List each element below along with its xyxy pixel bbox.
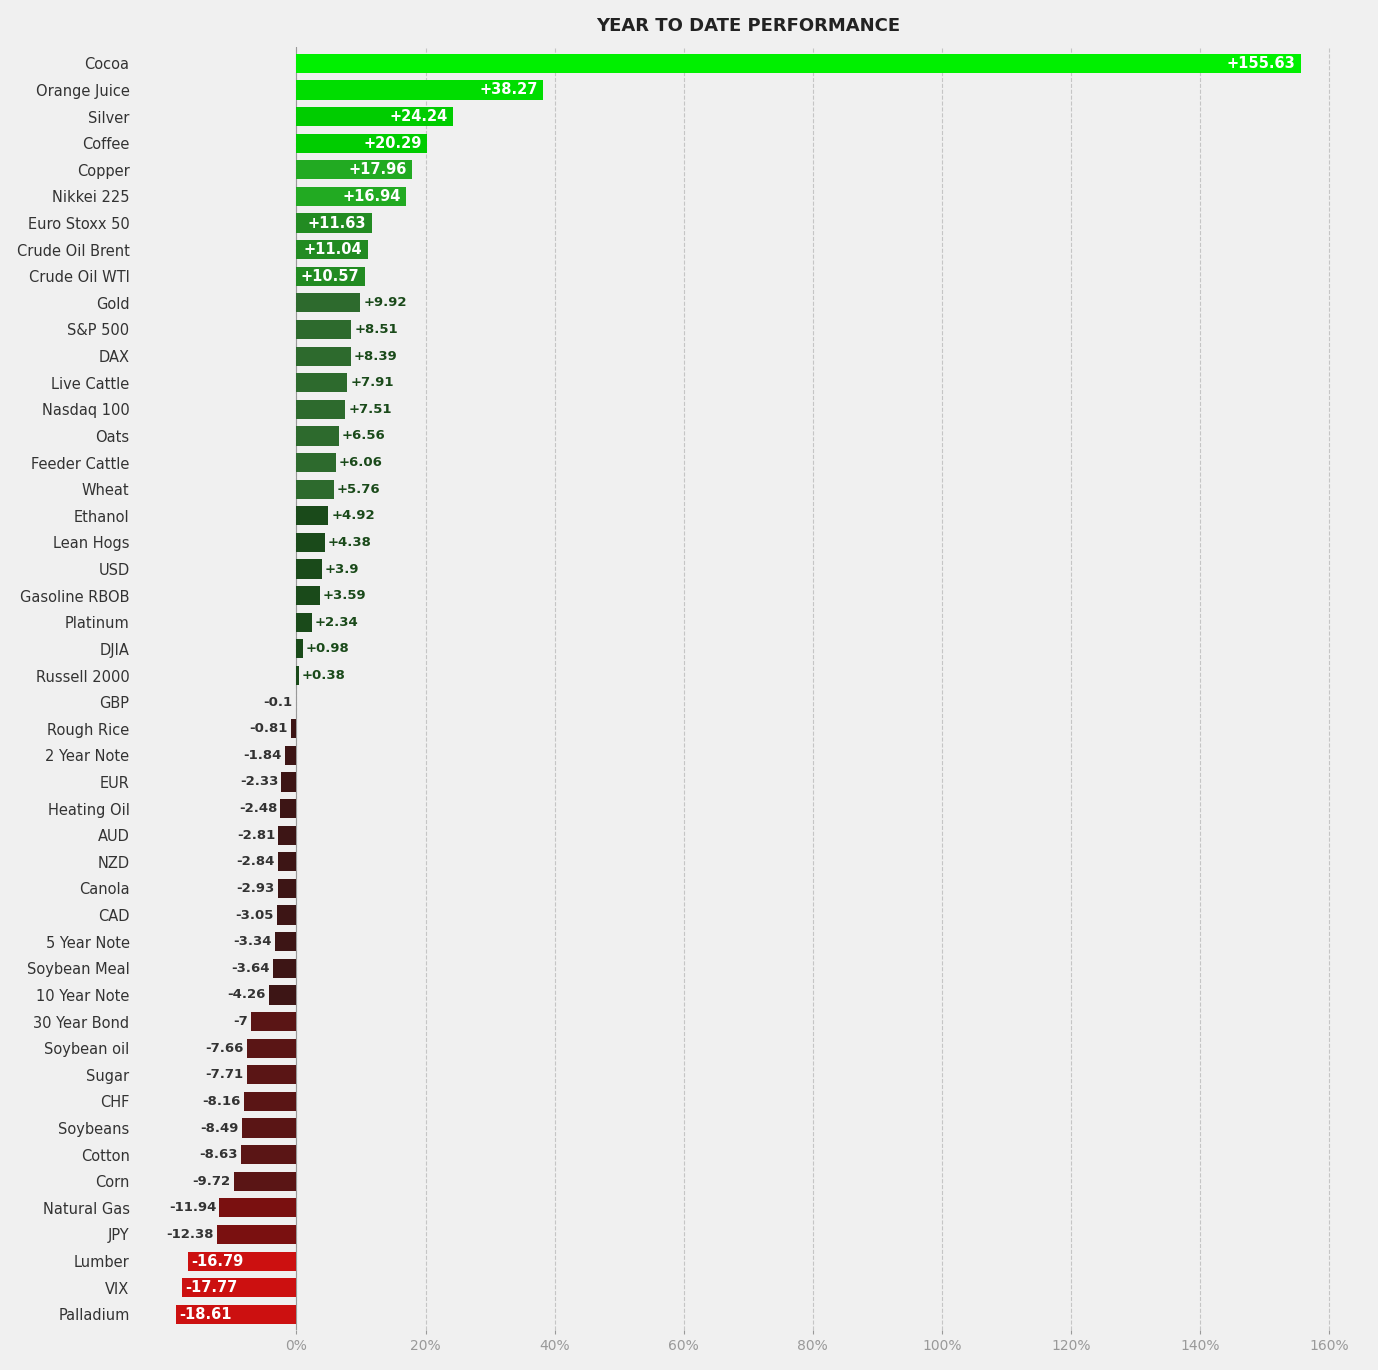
Bar	[244, 1092, 296, 1111]
Bar	[281, 799, 296, 818]
Bar	[296, 666, 299, 685]
Bar	[296, 267, 365, 286]
Bar	[241, 1118, 296, 1137]
Bar	[277, 880, 296, 897]
Text: -4.26: -4.26	[227, 988, 266, 1001]
Bar	[296, 373, 347, 392]
Text: +11.04: +11.04	[305, 242, 362, 258]
Text: +8.51: +8.51	[354, 323, 398, 336]
Text: +155.63: +155.63	[1226, 56, 1295, 71]
Title: YEAR TO DATE PERFORMANCE: YEAR TO DATE PERFORMANCE	[597, 16, 900, 34]
Text: +3.59: +3.59	[322, 589, 367, 603]
Text: -3.64: -3.64	[232, 962, 270, 975]
Text: +6.56: +6.56	[342, 429, 386, 443]
Text: +38.27: +38.27	[480, 82, 539, 97]
Bar	[296, 240, 368, 259]
Text: +2.34: +2.34	[314, 615, 358, 629]
Bar	[281, 773, 296, 792]
Text: -3.34: -3.34	[233, 936, 271, 948]
Text: -17.77: -17.77	[185, 1280, 237, 1295]
Bar	[274, 932, 296, 951]
Text: -8.63: -8.63	[198, 1148, 237, 1162]
Text: +4.92: +4.92	[332, 510, 375, 522]
Bar	[251, 1012, 296, 1032]
Bar	[296, 293, 361, 312]
Bar	[219, 1199, 296, 1218]
Text: +4.38: +4.38	[328, 536, 372, 549]
Text: -1.84: -1.84	[243, 749, 281, 762]
Text: +10.57: +10.57	[300, 269, 360, 284]
Text: -11.94: -11.94	[168, 1201, 216, 1214]
Text: -0.81: -0.81	[249, 722, 288, 736]
Bar	[241, 1145, 296, 1164]
Bar	[296, 507, 328, 525]
Text: -16.79: -16.79	[192, 1254, 244, 1269]
Bar	[278, 826, 296, 845]
Text: +24.24: +24.24	[390, 110, 448, 125]
Text: -18.61: -18.61	[179, 1307, 232, 1322]
Text: +0.38: +0.38	[302, 669, 346, 682]
Bar	[296, 612, 311, 632]
Text: -2.48: -2.48	[238, 801, 277, 815]
Bar	[278, 852, 296, 871]
Text: +11.63: +11.63	[307, 215, 367, 230]
Text: -2.84: -2.84	[237, 855, 274, 869]
Bar	[247, 1066, 296, 1085]
Bar	[296, 347, 350, 366]
Text: -2.93: -2.93	[236, 882, 274, 895]
Bar	[296, 586, 320, 606]
Bar	[277, 906, 296, 925]
Text: -8.49: -8.49	[200, 1122, 238, 1134]
Text: +3.9: +3.9	[325, 563, 360, 575]
Text: +16.94: +16.94	[342, 189, 401, 204]
Text: +17.96: +17.96	[349, 162, 407, 177]
Text: -7: -7	[233, 1015, 248, 1028]
Bar	[296, 453, 336, 473]
Text: -7.71: -7.71	[205, 1069, 244, 1081]
Bar	[296, 426, 339, 445]
Text: -0.1: -0.1	[263, 696, 292, 708]
Bar	[296, 400, 344, 419]
Bar	[296, 107, 453, 126]
Bar	[182, 1278, 296, 1297]
Bar	[269, 985, 296, 1004]
Text: +7.51: +7.51	[349, 403, 391, 416]
Bar	[296, 559, 321, 578]
Bar	[273, 959, 296, 978]
Bar	[296, 479, 333, 499]
Text: +7.91: +7.91	[351, 377, 394, 389]
Bar	[176, 1304, 296, 1323]
Text: +6.06: +6.06	[339, 456, 383, 469]
Bar	[296, 186, 405, 206]
Text: +8.39: +8.39	[354, 349, 398, 363]
Text: -3.05: -3.05	[236, 908, 273, 922]
Bar	[234, 1171, 296, 1191]
Text: +0.98: +0.98	[306, 643, 350, 655]
Text: +9.92: +9.92	[364, 296, 407, 310]
Bar	[296, 81, 543, 100]
Bar	[296, 640, 303, 659]
Text: -9.72: -9.72	[193, 1174, 230, 1188]
Bar	[296, 321, 351, 338]
Text: -2.81: -2.81	[237, 829, 276, 841]
Bar	[296, 160, 412, 179]
Text: -7.66: -7.66	[205, 1041, 244, 1055]
Text: +5.76: +5.76	[336, 482, 380, 496]
Text: -2.33: -2.33	[240, 775, 278, 789]
Bar	[285, 745, 296, 764]
Bar	[247, 1038, 296, 1058]
Text: -8.16: -8.16	[203, 1095, 241, 1108]
Bar	[296, 214, 372, 233]
Bar	[296, 53, 1301, 73]
Text: -12.38: -12.38	[165, 1228, 214, 1241]
Bar	[296, 533, 325, 552]
Bar	[296, 133, 427, 152]
Bar	[216, 1225, 296, 1244]
Bar	[187, 1252, 296, 1271]
Text: +20.29: +20.29	[364, 136, 422, 151]
Bar	[291, 719, 296, 738]
